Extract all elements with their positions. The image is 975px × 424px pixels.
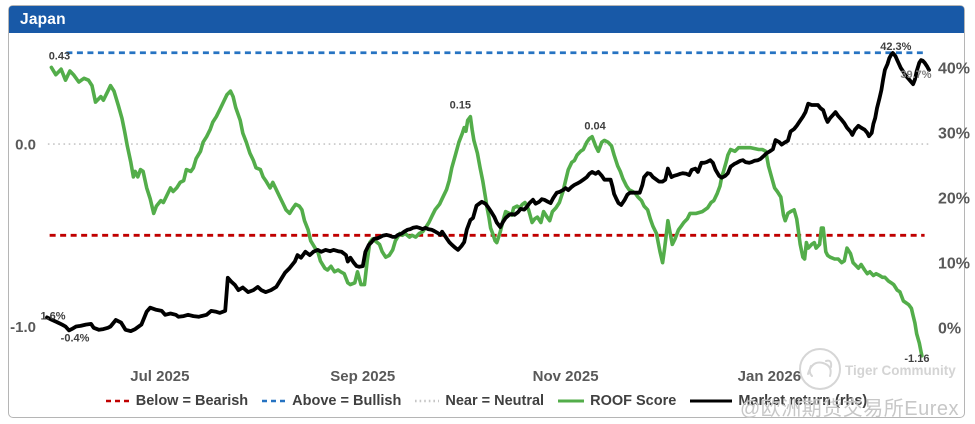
legend-line-sample-icon bbox=[415, 399, 440, 403]
legend-item: Market return (rhs) bbox=[690, 393, 867, 409]
chart-legend: Below = Bearish Above = Bullish Near = Neu… bbox=[9, 389, 964, 413]
legend-label: Above = Bullish bbox=[292, 393, 402, 409]
legend-item: Below = Bearish bbox=[105, 393, 249, 409]
legend-label: Market return (rhs) bbox=[738, 393, 868, 409]
legend-item: Near = Neutral bbox=[415, 393, 544, 409]
legend-item: ROOF Score bbox=[558, 393, 676, 409]
legend-line-sample-icon bbox=[690, 399, 733, 403]
chart-title-bar: Japan bbox=[9, 6, 964, 33]
eurex-watermark: @欧洲期货交易所Eurex bbox=[739, 398, 959, 420]
legend-line-sample-icon bbox=[105, 399, 130, 403]
legend-label: ROOF Score bbox=[590, 393, 677, 409]
legend-line-sample-icon bbox=[262, 399, 287, 403]
legend-line-sample-icon bbox=[558, 399, 585, 403]
legend-label: Below = Bearish bbox=[135, 393, 249, 409]
legend-label: Near = Neutral bbox=[445, 393, 545, 409]
chart-card: Japan Below = Bearish Above = Bullish Near… bbox=[8, 5, 965, 418]
chart-title: Japan bbox=[20, 10, 66, 28]
legend-item: Above = Bullish bbox=[262, 393, 401, 409]
